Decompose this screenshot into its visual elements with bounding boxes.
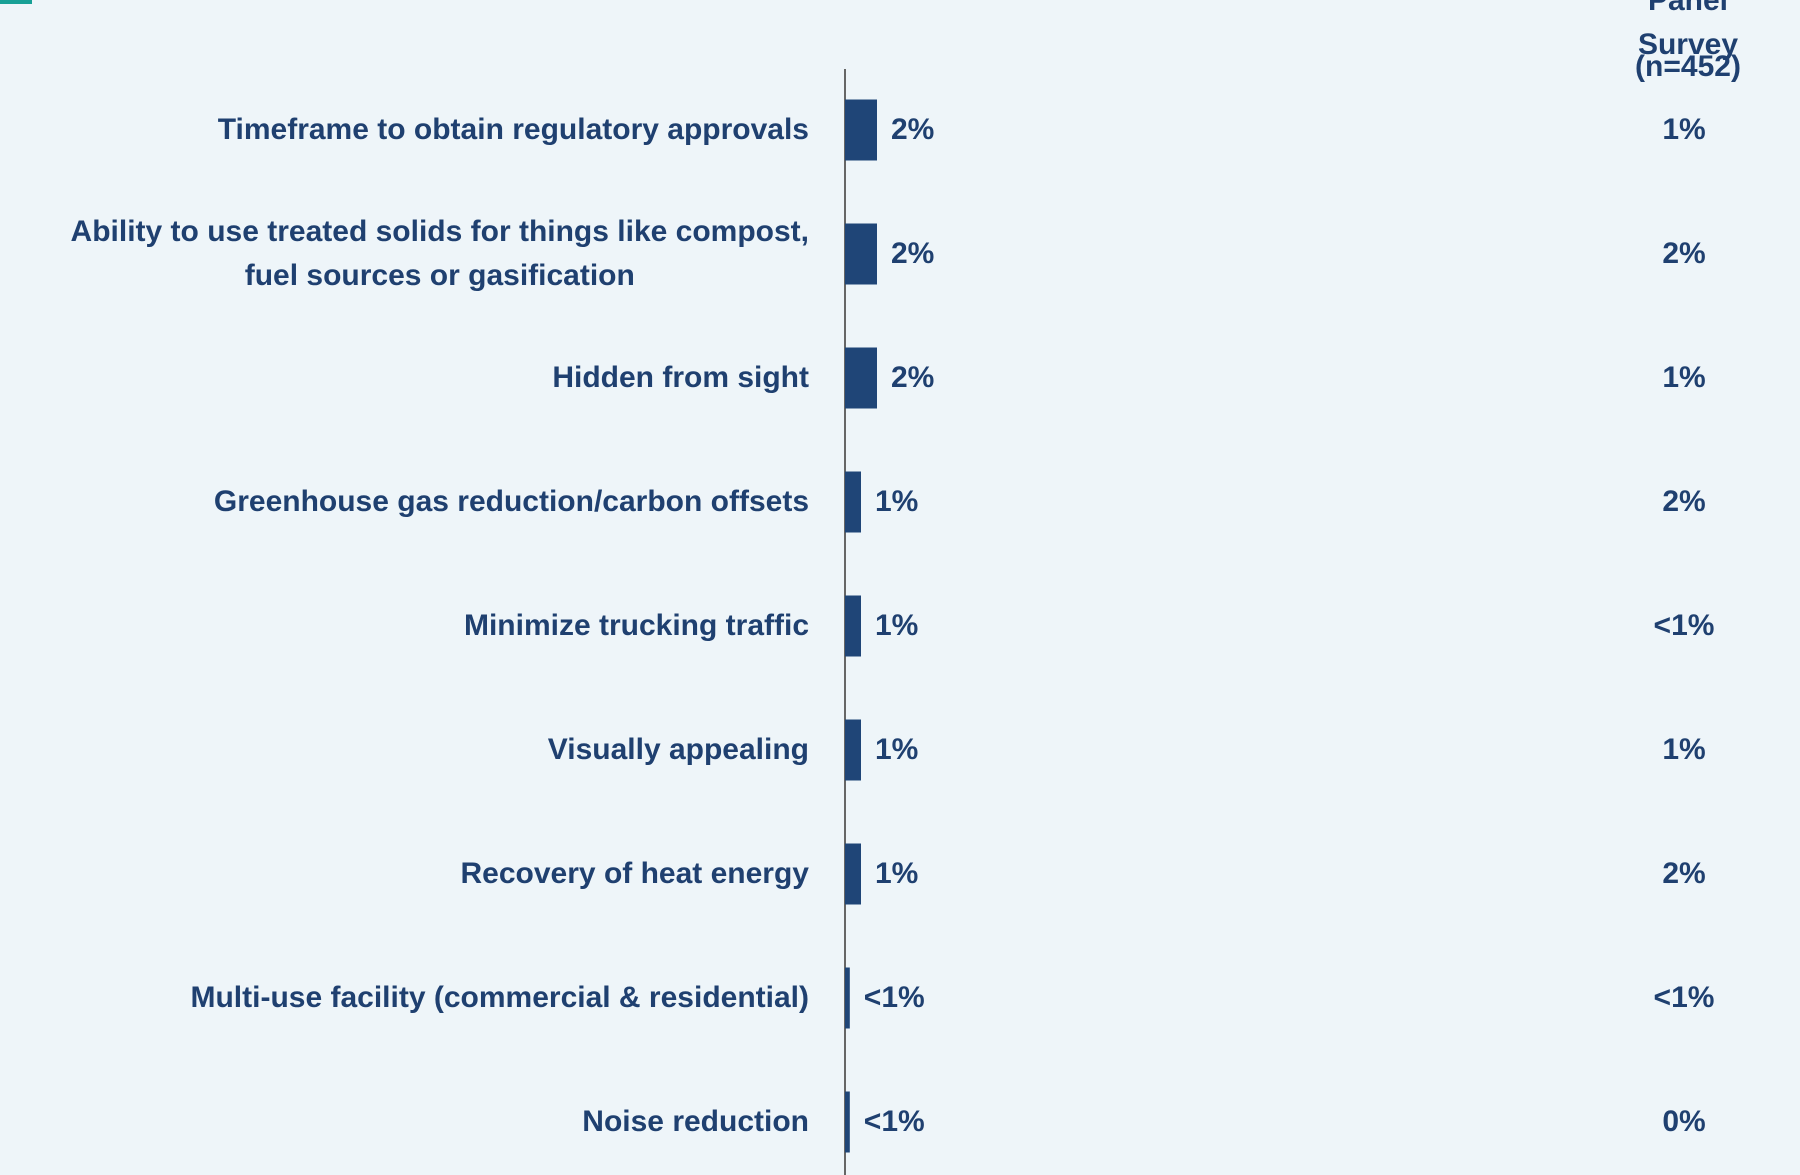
panel-header: (n=452) (1635, 50, 1741, 83)
value-label: 2% (891, 237, 935, 270)
panel-header: Panel Survey (1637, 0, 1739, 61)
panel-value: 2% (1662, 857, 1706, 890)
panel-value: 1% (1662, 113, 1706, 146)
bar (845, 223, 877, 285)
category-label: Timeframe to obtain regulatory approvals (217, 113, 809, 146)
value-label: 1% (875, 609, 919, 642)
value-label: 1% (875, 857, 919, 890)
category-label: Greenhouse gas reduction/carbon offsets (213, 485, 809, 518)
value-label: 2% (891, 361, 935, 394)
category-label: Minimize trucking traffic (463, 609, 809, 642)
value-label: <1% (863, 981, 925, 1014)
corner-accent (0, 0, 32, 4)
bar (845, 967, 850, 1029)
value-label: 1% (875, 485, 919, 518)
bar (845, 99, 877, 161)
value-label: 2% (891, 113, 935, 146)
panel-value: 0% (1662, 1105, 1706, 1138)
category-label: Hidden from sight (552, 361, 809, 394)
value-label: <1% (863, 1105, 925, 1138)
bar (845, 719, 861, 781)
category-label: Ability to use treated solids for things… (70, 215, 809, 292)
category-label: Recovery of heat energy (460, 857, 809, 890)
category-label: Noise reduction (582, 1105, 809, 1138)
panel-value: 1% (1662, 733, 1706, 766)
panel-value: 2% (1662, 237, 1706, 270)
panel-value: 2% (1662, 485, 1706, 518)
bar (845, 347, 877, 409)
bar (845, 843, 861, 905)
panel-value: <1% (1653, 609, 1715, 642)
bar (845, 1091, 850, 1153)
value-label: 1% (875, 733, 919, 766)
category-label: Visually appealing (547, 733, 809, 766)
category-label: Multi-use facility (commercial & residen… (190, 981, 809, 1014)
bar (845, 595, 861, 657)
panel-value: <1% (1653, 981, 1715, 1014)
bar (845, 471, 861, 533)
panel-value: 1% (1662, 361, 1706, 394)
